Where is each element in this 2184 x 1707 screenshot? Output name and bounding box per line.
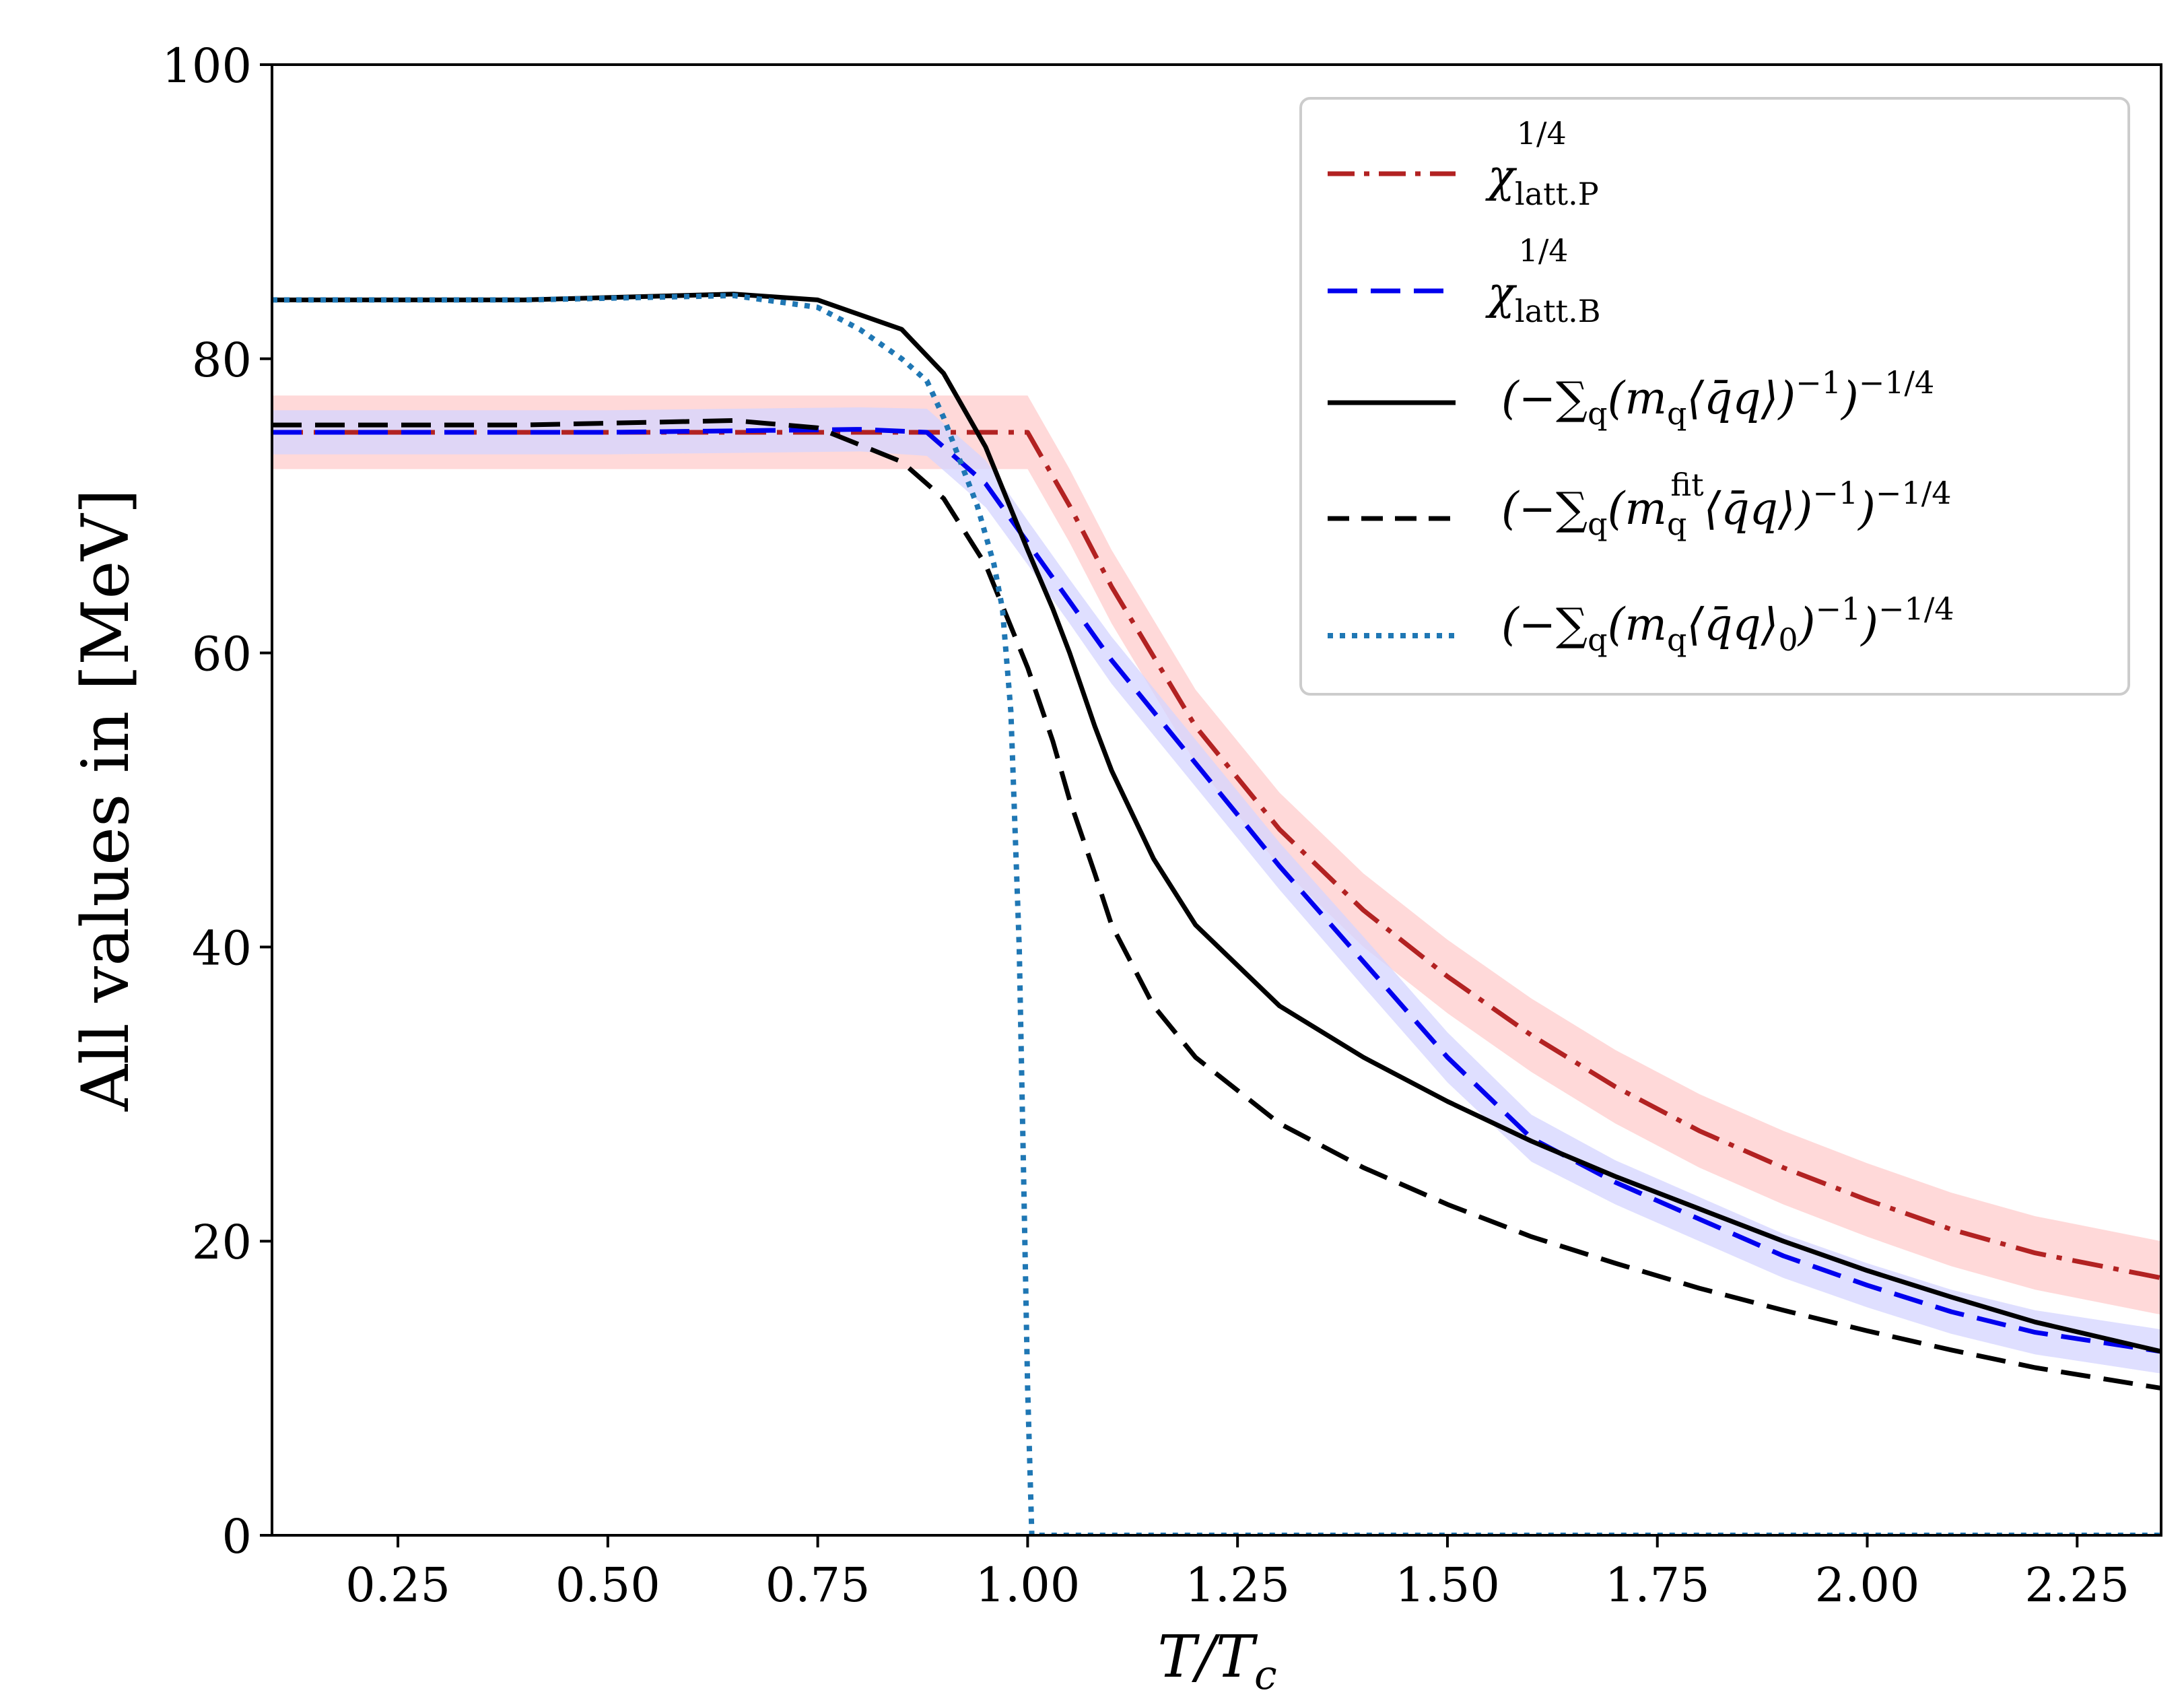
y-tick-label-2: 40 xyxy=(192,921,252,976)
x-tick-label-8: 2.25 xyxy=(2024,1558,2129,1613)
x-tick-label-3: 1.00 xyxy=(975,1558,1080,1613)
x-tick-label-6: 1.75 xyxy=(1605,1558,1710,1613)
tick-marks: 0.25 0.50 0.75 1.00 1.25 1.50 1.75 2.00 2.25 0 20 4… xyxy=(162,38,2129,1613)
band-0 xyxy=(272,395,2161,1315)
series-line-3 xyxy=(272,418,2161,1391)
series-line-1 xyxy=(272,427,2161,1354)
plot-lines xyxy=(272,292,2161,1535)
y-tick-label-5: 100 xyxy=(162,38,252,94)
y-tick-label-0: 0 xyxy=(221,1509,252,1564)
x-tick-label-1: 0.50 xyxy=(555,1558,660,1613)
series-line-0 xyxy=(272,430,2161,1281)
x-tick-label-0: 0.25 xyxy=(345,1558,450,1613)
y-axis-title: All values in [MeV] xyxy=(68,489,143,1112)
plot-frame xyxy=(271,63,2162,1537)
x-tick-label-7: 2.00 xyxy=(1815,1558,1920,1613)
y-tick-label-3: 60 xyxy=(192,627,252,682)
legend-label-condensate-zero: (−∑q(mq⟨q̄q⟩0)−1)−1/4 xyxy=(1501,591,1954,658)
x-tick-label-4: 1.25 xyxy=(1185,1558,1290,1613)
series-line-4 xyxy=(272,292,2161,1535)
x-tick-label-2: 0.75 xyxy=(765,1558,871,1613)
legend: χlatt.P1/4 χlatt.B1/4 (−∑q(mq⟨q̄q⟩)−1)−1… xyxy=(1299,97,2130,696)
axes xyxy=(271,63,2162,1537)
y-tick-label-4: 80 xyxy=(192,333,252,388)
y-tick-label-1: 20 xyxy=(192,1215,252,1270)
legend-frame xyxy=(1299,97,2130,696)
x-tick-label-5: 1.50 xyxy=(1395,1558,1500,1613)
error-bands xyxy=(272,395,2161,1374)
series-line-2 xyxy=(272,292,2161,1354)
x-axis-title: T/Tc xyxy=(1157,1624,1276,1699)
